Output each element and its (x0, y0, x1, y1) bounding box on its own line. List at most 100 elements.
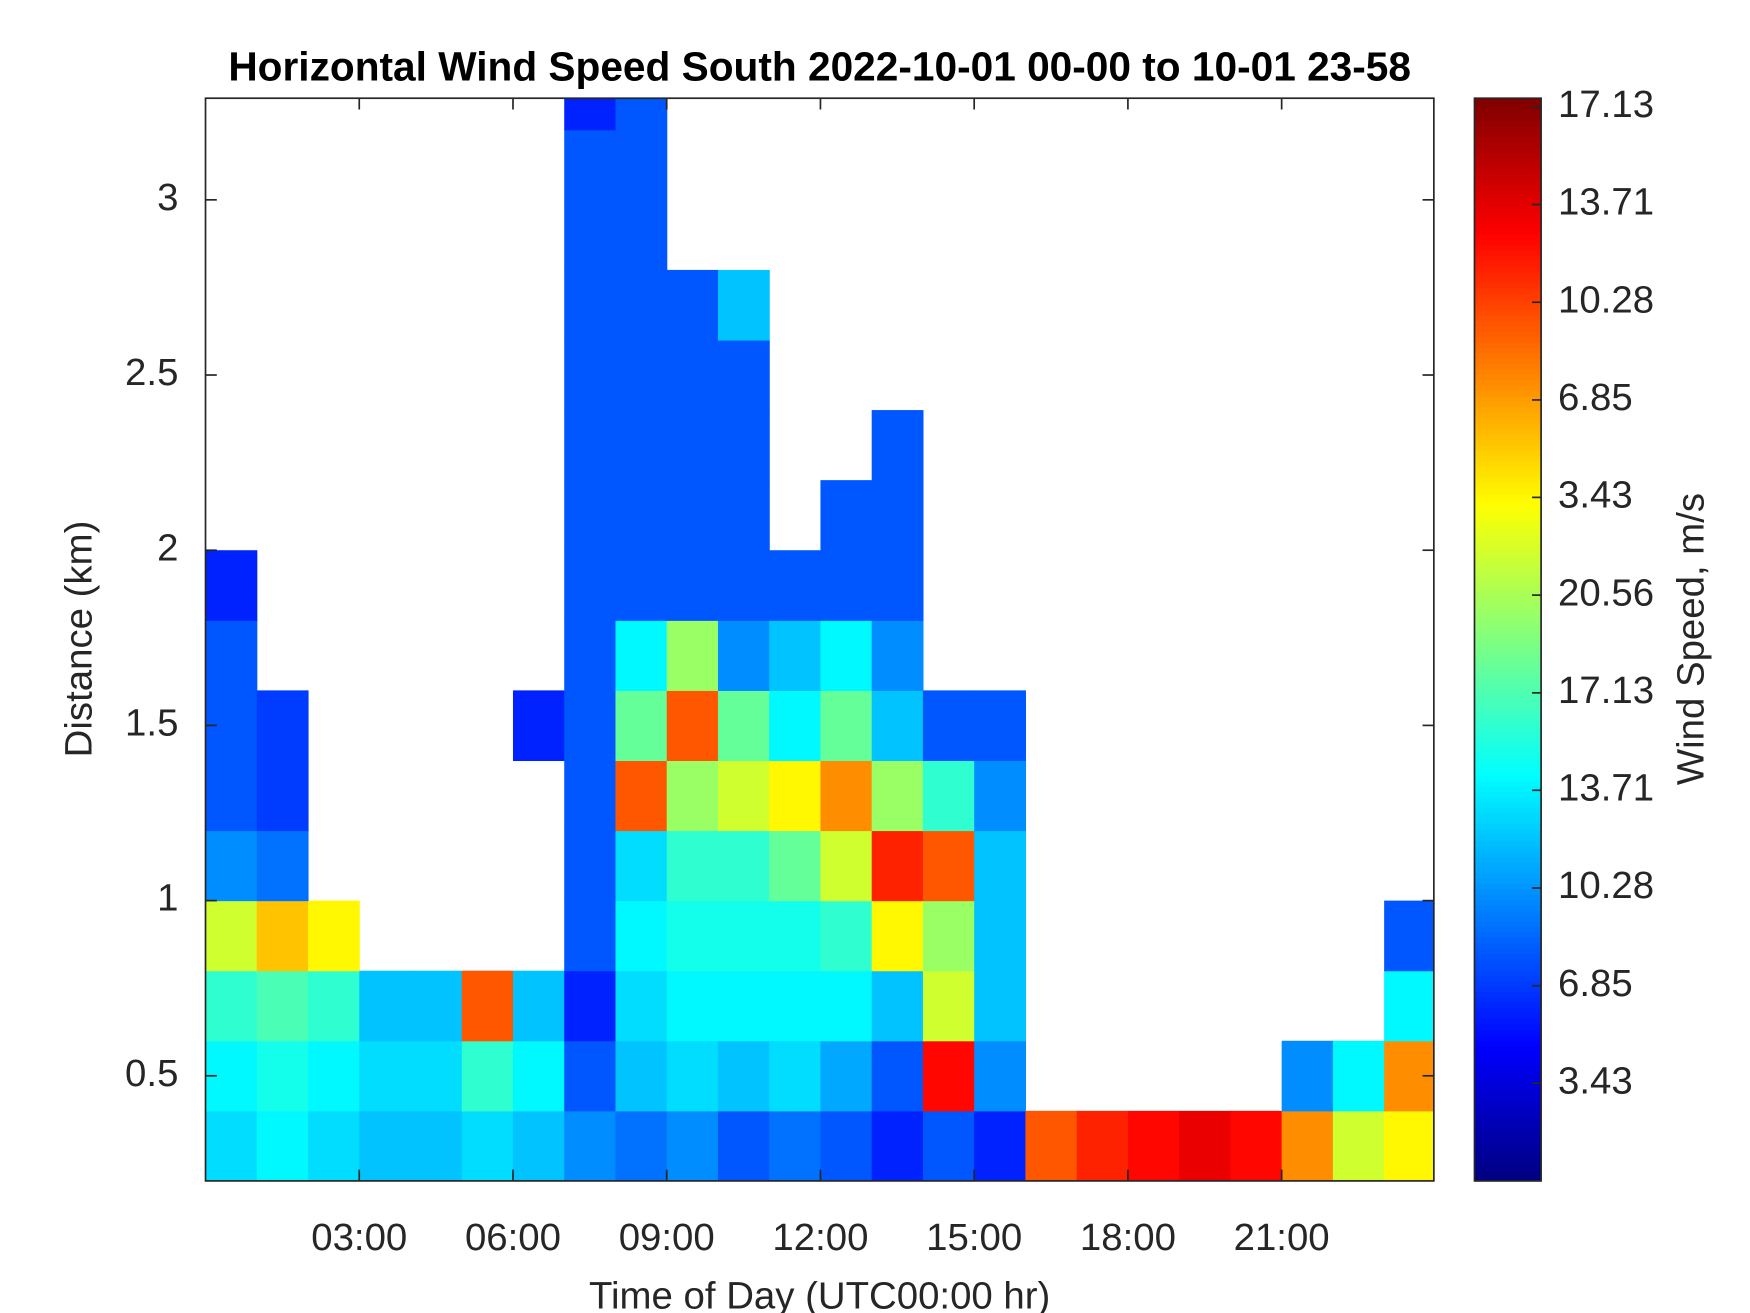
colorbar-segment (1474, 190, 1542, 197)
colorbar-segment (1474, 542, 1542, 549)
colorbar-segment (1474, 693, 1542, 700)
heatmap-cell (256, 1040, 309, 1112)
heatmap-cell (666, 269, 719, 341)
heatmap-cell (871, 550, 924, 621)
colorbar-segment (1474, 1013, 1542, 1020)
colorbar-segment (1474, 163, 1542, 170)
heatmap-cell (974, 690, 1026, 762)
colorbar-segment (1474, 677, 1542, 684)
colorbar-segment (1474, 785, 1542, 792)
colorbar-segment (1474, 1078, 1542, 1085)
colorbar-segment (1474, 634, 1542, 641)
heatmap-cell (512, 1040, 565, 1112)
colorbar-segment (1474, 450, 1542, 457)
colorbar-segment (1474, 114, 1542, 121)
heatmap-cell (564, 129, 617, 201)
colorbar-segment (1474, 991, 1542, 998)
heatmap-cell (564, 339, 617, 411)
colorbar-segment (1474, 801, 1542, 809)
colorbar-segment (1474, 136, 1542, 143)
heatmap-cell (871, 620, 924, 691)
colorbar-segment (1474, 1050, 1542, 1058)
colorbar-segment (1474, 1153, 1542, 1160)
heatmap-cell (308, 1040, 360, 1112)
heatmap-cell (717, 830, 770, 902)
colorbar-segment (1474, 146, 1542, 154)
colorbar-segment (1474, 233, 1542, 240)
colorbar-segment (1474, 958, 1542, 966)
colorbar-segment (1474, 347, 1542, 354)
heatmap-cell (820, 1040, 873, 1112)
heatmap-cell (615, 830, 668, 902)
colorbar-segment (1474, 303, 1542, 311)
heatmap-cell (820, 830, 873, 902)
colorbar-tick-label: 17.13 (1558, 83, 1654, 126)
heatmap-cell (359, 1110, 412, 1182)
colorbar-segment (1474, 926, 1542, 933)
colorbar-segment (1474, 682, 1542, 689)
colorbar-segment (1474, 385, 1542, 392)
colorbar-segment (1474, 791, 1542, 798)
heatmap-cell (615, 129, 668, 201)
colorbar-frame (1473, 97, 1542, 1182)
heatmap-cell (564, 1110, 617, 1182)
colorbar-segment (1474, 639, 1542, 646)
colorbar-segment (1474, 266, 1542, 273)
heatmap-cell (1076, 1110, 1129, 1182)
heatmap-cell (308, 970, 360, 1042)
colorbar-segment (1474, 910, 1542, 917)
colorbar-segment (1474, 352, 1542, 359)
colorbar-segment (1474, 222, 1542, 229)
colorbar-segment (1474, 314, 1542, 321)
heatmap-cell (666, 480, 719, 551)
heatmap-cell (615, 98, 668, 131)
x-tick-label: 06:00 (465, 1216, 561, 1259)
heatmap-cell (1230, 1110, 1283, 1182)
colorbar-segment (1474, 379, 1542, 386)
heatmap-cell (922, 690, 975, 762)
colorbar-segment (1474, 1029, 1542, 1036)
colorbar-segment (1474, 650, 1542, 657)
colorbar-segment (1474, 764, 1542, 771)
colorbar-segment (1474, 1148, 1542, 1155)
heatmap-cell (717, 970, 770, 1042)
heatmap-cell (564, 410, 617, 481)
heatmap-cell (205, 620, 258, 691)
colorbar-segment (1474, 1056, 1542, 1063)
colorbar-segment (1474, 244, 1542, 251)
x-tick-label: 03:00 (311, 1216, 407, 1259)
y-tick-label: 3 (157, 176, 178, 219)
colorbar-segment (1474, 964, 1542, 971)
heatmap-cell (666, 339, 719, 411)
heatmap-cell (615, 410, 668, 481)
colorbar-segment (1474, 942, 1542, 949)
colorbar-tick-label: 10.28 (1558, 278, 1654, 321)
colorbar-segment (1474, 726, 1542, 733)
heatmap-cell (717, 410, 770, 481)
colorbar-segment (1474, 552, 1542, 560)
heatmap-cell (564, 480, 617, 551)
y-tick-label: 2 (157, 526, 178, 569)
colorbar-segment (1474, 217, 1542, 224)
colorbar-segment (1474, 228, 1542, 235)
heatmap-cell (256, 1110, 309, 1182)
colorbar-segment (1474, 829, 1542, 836)
heatmap-cell (1384, 970, 1435, 1042)
heatmap-cell (564, 98, 617, 131)
colorbar-segment (1474, 1164, 1542, 1171)
heatmap-cell (871, 480, 924, 551)
heatmap-cell (1179, 1110, 1231, 1182)
colorbar-segment (1474, 574, 1542, 581)
colorbar-segment (1474, 883, 1542, 890)
chart-title: Horizontal Wind Speed South 2022-10-01 0… (228, 44, 1411, 90)
colorbar-segment (1474, 395, 1542, 403)
heatmap-cell (666, 550, 719, 621)
colorbar-segment (1474, 1175, 1542, 1182)
x-tick-label: 15:00 (926, 1216, 1022, 1259)
heatmap-cell (410, 970, 463, 1042)
colorbar-segment (1474, 1040, 1542, 1047)
heatmap-cell (871, 1110, 924, 1182)
colorbar-segment (1474, 487, 1542, 495)
colorbar-segment (1474, 179, 1542, 186)
heatmap-cell (615, 199, 668, 271)
